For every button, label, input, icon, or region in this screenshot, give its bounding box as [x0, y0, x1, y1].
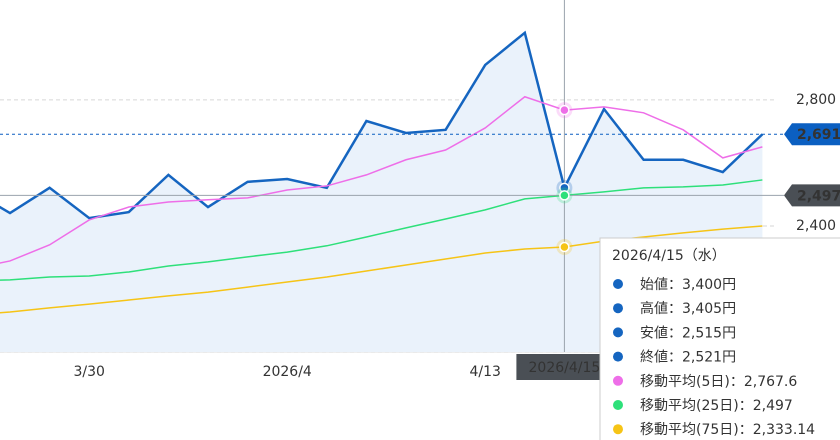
tooltip-dot — [613, 424, 623, 435]
tooltip-box — [599, 237, 840, 440]
tooltip-item: 移動平均(5日)：2,767.6 — [640, 374, 797, 390]
area — [0, 32, 763, 352]
tooltip-dot — [613, 375, 623, 386]
hover-point — [559, 241, 570, 253]
tooltip-dot — [613, 327, 623, 338]
x-tick-label: 4/13 — [469, 364, 500, 380]
plot — [0, 30, 764, 352]
x-tick-label: 2026/4 — [263, 364, 312, 380]
tooltip-dot — [613, 400, 623, 410]
tooltip-item: 移動平均(25日)：2,497 — [640, 398, 793, 414]
line — [0, 179, 763, 281]
line — [0, 95, 763, 264]
crosshair-x-badge — [516, 354, 613, 380]
crosshair-y-badge — [784, 184, 840, 207]
hover-point — [559, 104, 570, 116]
tooltip-title: 2026/4/15（水） — [612, 248, 726, 264]
tooltip-item: 高値：3,405円 — [640, 300, 736, 317]
tooltip-dot — [613, 351, 623, 362]
last-price-badge — [784, 123, 840, 146]
tooltip-item: 安値：2,515円 — [640, 325, 736, 341]
tooltip-item: 終値：2,521円 — [640, 350, 736, 366]
y-tick-label: 2,400 — [796, 218, 836, 234]
tooltip-item: 移動平均(75日)：2,333.14 — [640, 422, 815, 438]
tooltip-dot — [613, 279, 623, 289]
crosshair-x-label: 2026/4/15 — [529, 360, 601, 376]
last-price-label: 2,691 — [797, 127, 840, 143]
tooltip-item: 始値：3,400円 — [640, 277, 736, 293]
crosshair-y-label: 2,497 — [797, 188, 840, 204]
y-tick-label: 2,800 — [796, 92, 836, 108]
tooltip-dot — [613, 303, 623, 314]
hover-point — [559, 190, 570, 201]
x-tick-label: 3/30 — [73, 364, 104, 380]
